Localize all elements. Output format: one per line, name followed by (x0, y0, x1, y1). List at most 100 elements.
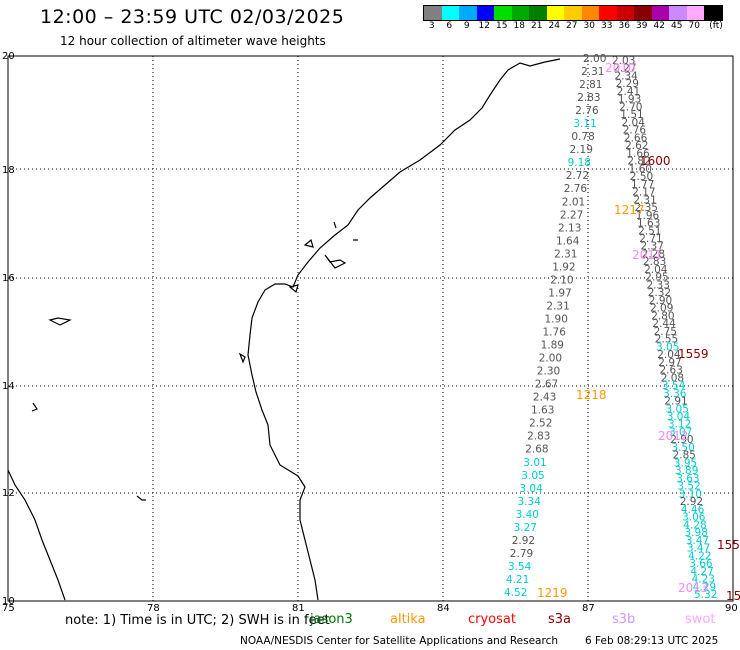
wave-height-value: 1.51 (620, 109, 643, 121)
satellite-label-jason3: jason3 (310, 612, 353, 627)
wave-height-value: 2.79 (510, 548, 533, 560)
color-scale-swatch (686, 6, 704, 20)
wave-height-value: 2.34 (614, 71, 638, 83)
wave-height-value: 2.95 (645, 272, 668, 284)
wave-height-value: 2.92 (680, 496, 703, 508)
wave-height-value: 2.76 (623, 125, 647, 137)
color-scale-label: 33 (601, 21, 613, 31)
pass-time-label: 155 (717, 538, 740, 552)
wave-height-value: 2.35 (635, 202, 658, 214)
wave-height-value: 3.04 (667, 411, 691, 423)
wave-height-value: 2.82 (627, 156, 650, 168)
color-scale-labels: 3 6 9 12 15 18 21 24 27 30 33 36 39 42 45 70 (ft) (423, 21, 729, 31)
color-scale-swatch (441, 6, 459, 20)
track-b-values: 2.032.272.342.292.411.932.701.512.042.76… (612, 55, 717, 601)
wave-height-value: 2.63 (660, 365, 683, 377)
pass-time-label: 1219 (537, 586, 568, 600)
wave-height-value: 1.77 (631, 179, 654, 191)
map-frame (7, 55, 734, 602)
lon-label: 81 (292, 603, 305, 614)
wave-height-value: 2.90 (649, 295, 672, 307)
wave-height-value: 2.83 (643, 256, 666, 268)
wave-height-value: 2.00 (583, 53, 606, 65)
lon-label: 84 (437, 603, 450, 614)
wave-height-value: 2.37 (641, 241, 664, 253)
wave-height-value: 2.29 (616, 78, 639, 90)
color-scale-label: 70 (688, 21, 700, 31)
satellite-label-s3a: s3a (548, 612, 572, 627)
wave-height-value: 9.18 (568, 157, 591, 169)
wave-height-value: 3.54 (662, 380, 686, 392)
wave-height-value: 3.27 (514, 522, 537, 534)
color-scale-label: 9 (463, 21, 470, 31)
wave-height-value: 2.43 (533, 392, 556, 404)
wave-height-value: 2.00 (539, 353, 562, 365)
wave-height-value: 3.36 (663, 388, 687, 400)
lon-labels: 75 78 81 84 87 90 (2, 603, 738, 614)
color-scale-bar (423, 5, 723, 21)
wave-height-value: 2.13 (558, 222, 581, 234)
wave-height-value: 2.27 (560, 209, 583, 221)
wave-height-value: 2.32 (648, 287, 671, 299)
wave-height-value: 3.07 (669, 427, 692, 439)
lat-label: 18 (2, 165, 15, 176)
lat-labels: 20 18 16 14 12 10 (2, 51, 15, 607)
wave-height-value: 1.89 (541, 340, 564, 352)
wave-height-value: 1.66 (626, 148, 650, 160)
wave-height-value: 2.09 (650, 303, 673, 315)
wave-height-value: 1.92 (552, 261, 575, 273)
wave-height-value: 2.83 (577, 92, 600, 104)
color-scale-swatch (704, 6, 722, 20)
wave-height-value: 4.23 (692, 574, 715, 586)
wave-height-value: 3.89 (675, 465, 698, 477)
color-scale-label: 15 (496, 21, 508, 31)
page-title: 12:00 – 23:59 UTC 02/03/2025 (40, 6, 345, 28)
wave-height-value: 2.66 (624, 132, 648, 144)
wave-height-value: 2.76 (564, 183, 588, 195)
wave-height-value: 2.76 (575, 105, 599, 117)
wave-height-value: 2.31 (581, 66, 604, 78)
color-scale-label: 3 (428, 21, 435, 31)
wave-height-value: 2.90 (670, 434, 693, 446)
wave-height-value: 4.46 (681, 504, 705, 516)
wave-height-value: 2.80 (651, 310, 674, 322)
color-scale-swatch (476, 6, 494, 20)
color-scale-label: 45 (671, 21, 683, 31)
wave-height-value: 2.50 (630, 171, 653, 183)
wave-height-value: 3.66 (689, 558, 713, 570)
wave-height-value: 3.10 (679, 488, 702, 500)
wave-height-value: 4.21 (506, 574, 529, 586)
wave-height-value: 2.62 (625, 140, 648, 152)
color-scale-label: 24 (548, 21, 560, 31)
wave-height-value: 2.03 (612, 55, 635, 67)
wave-height-value: 2.75 (654, 326, 677, 338)
wave-height-value: 1.63 (637, 218, 660, 230)
wave-height-value: 5.32 (694, 589, 717, 601)
wave-height-value: 2.72 (566, 170, 589, 182)
wave-height-value: 4.29 (693, 581, 716, 593)
color-scale-label: 42 (653, 21, 665, 31)
wave-height-value: 3.47 (686, 535, 709, 547)
color-scale-label: 21 (531, 21, 543, 31)
satellite-label-altika: altika (390, 612, 426, 627)
wave-height-value: 3.11 (573, 118, 596, 130)
wave-height-value: 3.01 (523, 457, 546, 469)
color-scale-label: (ft) (709, 21, 723, 31)
wave-height-value: 3.40 (516, 509, 539, 521)
wave-height-value: 1.64 (556, 235, 580, 247)
color-scale-label: 39 (636, 21, 648, 31)
lon-label: 78 (147, 603, 160, 614)
wave-height-value: 2.04 (644, 264, 668, 276)
track-a-values: 2.002.312.812.832.763.110.782.199.182.72… (504, 53, 606, 599)
wave-height-value: 3.98 (685, 527, 708, 539)
pass-time-label: 1217 (614, 203, 645, 217)
wave-height-value: 2.31 (554, 248, 577, 260)
color-scale-swatch (651, 6, 669, 20)
satellite-label-cryosat: cryosat (468, 612, 516, 627)
wave-height-value: 3.34 (518, 496, 542, 508)
wave-height-value: 1.96 (636, 210, 660, 222)
wave-height-value: 2.04 (657, 349, 681, 361)
timestamp-text: 6 Feb 08:29:13 UTC 2025 (585, 635, 719, 647)
color-scale-label: 6 (446, 21, 453, 31)
wave-height-value: 4.22 (688, 550, 711, 562)
